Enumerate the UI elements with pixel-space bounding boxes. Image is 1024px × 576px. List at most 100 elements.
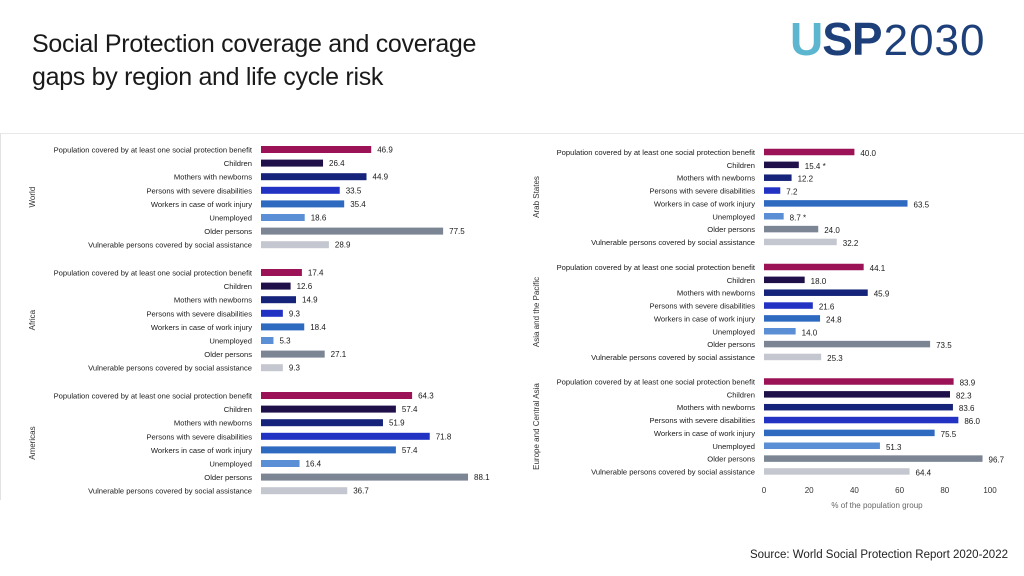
category-label-arab-states-disabilities: Persons with severe disabilities <box>649 187 755 196</box>
category-label-americas-vulnerable: Vulnerable persons covered by social ass… <box>88 487 252 496</box>
category-label-europe-and-central-asia-children: Children <box>727 390 755 399</box>
x-axis-title: % of the population group <box>831 501 923 510</box>
category-label-world-mothers: Mothers with newborns <box>174 173 252 182</box>
bar-arab-states-mothers <box>764 174 792 181</box>
value-label-americas-children: 57.4 <box>402 405 418 414</box>
value-label-asia-and-the-pacific-work-injury: 24.8 <box>826 315 842 324</box>
category-label-world-older: Older persons <box>204 227 252 236</box>
bar-europe-and-central-asia-children <box>764 391 950 398</box>
bar-arab-states-children <box>764 161 799 169</box>
value-label-world-work-injury: 35.4 <box>350 200 366 209</box>
bar-asia-and-the-pacific-mothers <box>764 289 868 296</box>
value-label-arab-states-mothers: 12.2 <box>798 175 814 184</box>
category-label-world-work-injury: Workers in case of work injury <box>151 200 252 209</box>
value-label-europe-and-central-asia-disabilities: 86.0 <box>964 417 980 426</box>
value-label-americas-work-injury: 57.4 <box>402 446 418 455</box>
region-label-europe-and-central-asia: Europe and Central Asia <box>532 383 541 470</box>
bar-europe-and-central-asia-mothers <box>764 403 953 411</box>
category-label-africa-mothers: Mothers with newborns <box>174 296 252 305</box>
bar-americas-primary <box>261 392 413 399</box>
bar-africa-primary <box>261 269 302 276</box>
category-label-arab-states-unemployed: Unemployed <box>712 212 755 221</box>
value-label-arab-states-disabilities: 7.2 <box>786 188 798 197</box>
value-label-arab-states-work-injury: 63.5 <box>914 200 930 209</box>
category-label-africa-primary: Population covered by at least one socia… <box>54 269 253 278</box>
bar-africa-vulnerable <box>261 364 283 372</box>
bar-asia-and-the-pacific-primary <box>764 263 864 271</box>
value-label-africa-mothers: 14.9 <box>302 296 318 305</box>
value-label-africa-vulnerable: 9.3 <box>289 364 301 373</box>
value-label-asia-and-the-pacific-primary: 44.1 <box>870 264 886 273</box>
category-label-world-children: Children <box>224 159 252 168</box>
category-label-americas-older: Older persons <box>204 473 252 482</box>
bar-arab-states-disabilities <box>764 187 781 194</box>
region-label-asia-and-the-pacific: Asia and the Pacific <box>532 277 541 347</box>
bar-asia-and-the-pacific-children <box>764 276 805 284</box>
value-label-americas-primary: 64.3 <box>418 392 434 401</box>
bar-asia-and-the-pacific-disabilities <box>764 302 813 309</box>
value-label-europe-and-central-asia-children: 82.3 <box>956 391 972 400</box>
category-label-africa-older: Older persons <box>204 350 252 359</box>
category-label-arab-states-vulnerable: Vulnerable persons covered by social ass… <box>591 238 755 247</box>
category-label-asia-and-the-pacific-work-injury: Workers in case of work injury <box>654 314 755 323</box>
category-label-arab-states-primary: Population covered by at least one socia… <box>557 148 756 157</box>
category-label-americas-primary: Population covered by at least one socia… <box>54 392 253 401</box>
bar-americas-older <box>261 473 469 481</box>
bar-americas-unemployed <box>261 460 300 467</box>
category-label-asia-and-the-pacific-unemployed: Unemployed <box>712 327 755 336</box>
category-label-americas-mothers: Mothers with newborns <box>174 419 252 428</box>
value-label-asia-and-the-pacific-older: 73.5 <box>936 341 952 350</box>
bar-europe-and-central-asia-disabilities <box>764 416 959 424</box>
bar-arab-states-vulnerable <box>764 238 837 246</box>
category-label-asia-and-the-pacific-primary: Population covered by at least one socia… <box>557 263 756 272</box>
category-label-world-vulnerable: Vulnerable persons covered by social ass… <box>88 241 252 250</box>
bar-europe-and-central-asia-older <box>764 455 983 462</box>
value-label-europe-and-central-asia-primary: 83.9 <box>960 379 976 388</box>
category-label-africa-disabilities: Persons with severe disabilities <box>146 309 252 318</box>
category-label-europe-and-central-asia-mothers: Mothers with newborns <box>677 403 755 412</box>
bar-africa-mothers <box>261 296 297 304</box>
value-label-world-unemployed: 18.6 <box>311 214 327 223</box>
logo-usp: USP <box>790 12 883 66</box>
category-label-americas-unemployed: Unemployed <box>209 460 252 469</box>
value-label-europe-and-central-asia-older: 96.7 <box>989 456 1005 465</box>
category-label-africa-vulnerable: Vulnerable persons covered by social ass… <box>88 364 252 373</box>
x-tick-label-0: 0 <box>762 486 767 495</box>
value-label-americas-mothers: 51.9 <box>389 419 405 428</box>
category-label-europe-and-central-asia-primary: Population covered by at least one socia… <box>557 378 756 387</box>
region-label-americas: Americas <box>28 426 37 459</box>
category-label-asia-and-the-pacific-older: Older persons <box>707 340 755 349</box>
value-label-world-mothers: 44.9 <box>373 173 389 182</box>
category-label-africa-work-injury: Workers in case of work injury <box>151 323 252 332</box>
category-label-world-primary: Population covered by at least one socia… <box>54 146 253 155</box>
bar-africa-work-injury <box>261 323 305 331</box>
value-label-europe-and-central-asia-vulnerable: 64.4 <box>916 468 932 477</box>
category-label-africa-unemployed: Unemployed <box>209 337 252 346</box>
category-label-europe-and-central-asia-older: Older persons <box>707 455 755 464</box>
value-label-americas-unemployed: 16.4 <box>306 460 322 469</box>
bar-world-unemployed <box>261 214 305 221</box>
value-label-africa-disabilities: 9.3 <box>289 309 301 318</box>
bar-world-mothers <box>261 173 367 181</box>
region-label-arab-states: Arab States <box>532 176 541 218</box>
value-label-asia-and-the-pacific-children: 18.0 <box>811 277 827 286</box>
category-label-europe-and-central-asia-vulnerable: Vulnerable persons covered by social ass… <box>591 467 755 476</box>
category-label-europe-and-central-asia-disabilities: Persons with severe disabilities <box>649 416 755 425</box>
chart-frame <box>0 133 1024 500</box>
value-label-asia-and-the-pacific-mothers: 45.9 <box>874 290 890 299</box>
value-label-world-older: 77.5 <box>449 227 465 236</box>
value-label-arab-states-vulnerable: 32.2 <box>843 239 859 248</box>
value-label-world-children: 26.4 <box>329 159 345 168</box>
category-label-asia-and-the-pacific-disabilities: Persons with severe disabilities <box>649 302 755 311</box>
bar-asia-and-the-pacific-unemployed <box>764 328 796 335</box>
bar-americas-mothers <box>261 419 383 427</box>
bar-world-older <box>261 227 444 235</box>
bar-africa-children <box>261 282 291 290</box>
value-label-africa-work-injury: 18.4 <box>310 323 326 332</box>
bar-africa-unemployed <box>261 337 274 344</box>
value-label-africa-older: 27.1 <box>331 350 347 359</box>
bar-asia-and-the-pacific-vulnerable <box>764 353 822 361</box>
bar-world-primary <box>261 146 372 153</box>
bar-asia-and-the-pacific-work-injury <box>764 315 821 322</box>
value-label-americas-older: 88.1 <box>474 473 490 482</box>
